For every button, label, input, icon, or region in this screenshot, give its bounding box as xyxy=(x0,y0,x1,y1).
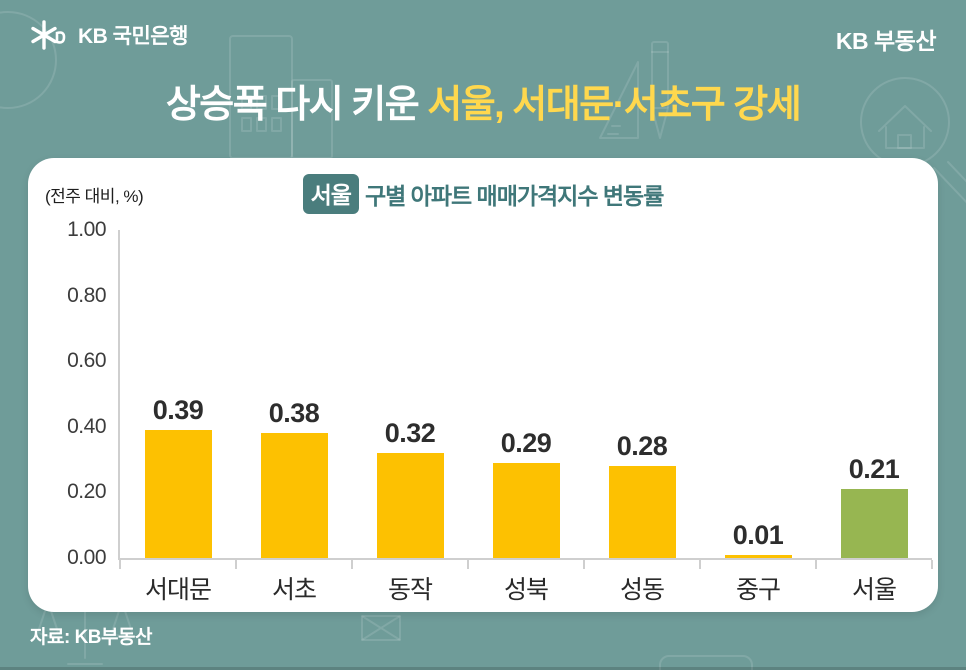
bar-value-label: 0.38 xyxy=(268,398,320,429)
x-axis-category-label: 서대문 xyxy=(144,576,212,604)
y-axis-tick-label: 0.80 xyxy=(67,283,106,307)
bar-column: 0.32 동작 xyxy=(352,230,468,604)
bar-value-label: 0.21 xyxy=(848,454,900,485)
kb-star-logo-icon xyxy=(31,20,66,50)
kb-real-estate-brand: KB 부동산 xyxy=(835,28,937,54)
bar-value-label: 0.28 xyxy=(616,431,668,462)
x-axis-category-label: 동작 xyxy=(387,576,433,604)
bar-value-label: 0.39 xyxy=(152,395,204,426)
bar-column: 0.01 중구 xyxy=(700,230,816,604)
bar xyxy=(376,453,444,558)
page-title-highlight: 서울, 서대문·서초구 강세 xyxy=(427,84,801,126)
page-title-normal: 상승폭 다시 키운 xyxy=(165,84,428,126)
bar xyxy=(144,430,212,558)
x-axis-tick xyxy=(815,560,817,569)
bar-value-label: 0.01 xyxy=(732,519,784,550)
bar-value-label: 0.29 xyxy=(500,427,552,458)
bar xyxy=(840,489,908,558)
bar xyxy=(492,462,560,558)
bar-column: 0.29 성북 xyxy=(468,230,584,604)
x-axis-category-label: 서초 xyxy=(271,576,317,604)
diagonal-lines-decoration xyxy=(933,161,966,204)
y-axis-unit-label: (전주 대비, %) xyxy=(45,187,144,206)
y-axis-tick-label: 0.20 xyxy=(67,480,106,504)
bar xyxy=(724,554,792,558)
bar-column: 0.38 서초 xyxy=(236,230,352,604)
bottom-edge-strip xyxy=(0,667,966,670)
page-title: 상승폭 다시 키운 서울, 서대문·서초구 강세 xyxy=(0,82,966,130)
bar-column: 0.21 서울 xyxy=(816,230,932,604)
bar-column: 0.39 서대문 xyxy=(120,230,236,604)
envelope-icon xyxy=(361,615,401,641)
plot-area: 0.39 서대문 0.38 서초 0.32 동작 0.29 성북 0.28 성동 0.01 중구 0.2… xyxy=(67,219,933,604)
x-axis-tick xyxy=(699,560,701,569)
chart-title-text: 구별 아파트 매매가격지수 변동률 xyxy=(364,183,664,209)
x-axis-category-label: 성동 xyxy=(619,576,665,604)
x-axis-category-label: 성북 xyxy=(503,576,549,604)
seoul-badge: 서울 xyxy=(302,174,359,214)
x-axis-tick xyxy=(467,560,469,569)
bar-column: 0.28 성동 xyxy=(584,230,700,604)
x-axis-tick xyxy=(119,560,121,569)
bar xyxy=(608,466,676,558)
x-axis-category-label: 서울 xyxy=(851,576,897,604)
chart-card: (전주 대비, %) 서울 구별 아파트 매매가격지수 변동률 0.39 서대문 0… xyxy=(28,158,938,612)
y-axis-tick-label: 0.60 xyxy=(67,349,106,373)
chart-title: 서울 구별 아파트 매매가격지수 변동률 xyxy=(28,174,938,214)
logo-text: KB 국민은행 xyxy=(78,25,188,48)
bar xyxy=(260,433,328,558)
x-axis-tick xyxy=(931,560,933,569)
y-axis-tick-label: 0.40 xyxy=(67,414,106,438)
x-axis-tick xyxy=(350,560,353,569)
kb-kookmin-bank-logo: KB 국민은행 xyxy=(30,20,188,50)
x-axis-tick xyxy=(582,560,585,569)
bars-row: 0.39 서대문 0.38 서초 0.32 동작 0.29 성북 0.28 성동 0.01 중구 0.2… xyxy=(120,230,932,604)
source-caption: 자료: KB부동산 xyxy=(30,627,152,648)
x-axis-tick xyxy=(234,560,237,569)
y-axis-tick-label: 0.00 xyxy=(67,546,106,569)
y-axis-tick-label: 1.00 xyxy=(67,218,106,241)
bar-value-label: 0.32 xyxy=(384,418,436,449)
x-axis-category-label: 중구 xyxy=(735,576,781,604)
